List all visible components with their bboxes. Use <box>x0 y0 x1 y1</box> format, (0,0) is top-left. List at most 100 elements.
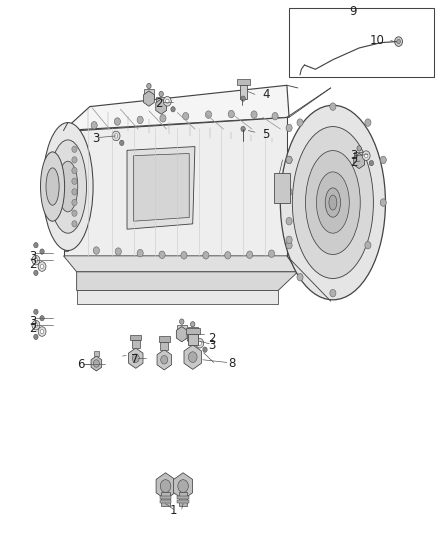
Polygon shape <box>129 348 143 368</box>
Circle shape <box>380 199 386 206</box>
Polygon shape <box>354 154 364 168</box>
Polygon shape <box>64 117 287 256</box>
Circle shape <box>72 157 77 163</box>
Bar <box>144 89 154 99</box>
Circle shape <box>34 243 38 248</box>
Circle shape <box>180 319 184 324</box>
Circle shape <box>40 316 44 321</box>
Circle shape <box>225 252 231 259</box>
Circle shape <box>286 241 292 249</box>
Text: 3: 3 <box>29 316 36 328</box>
Polygon shape <box>64 256 298 272</box>
Circle shape <box>198 341 201 345</box>
Circle shape <box>115 248 121 255</box>
Circle shape <box>203 347 207 352</box>
Circle shape <box>362 151 370 160</box>
Circle shape <box>241 96 245 101</box>
Circle shape <box>286 156 292 164</box>
Bar <box>289 8 434 77</box>
Circle shape <box>72 210 77 216</box>
Circle shape <box>132 354 139 362</box>
Bar <box>354 151 364 161</box>
Circle shape <box>72 146 77 152</box>
Bar <box>94 351 99 356</box>
Ellipse shape <box>293 127 373 279</box>
Bar <box>177 500 189 503</box>
Circle shape <box>114 134 118 138</box>
Polygon shape <box>157 350 171 370</box>
Circle shape <box>161 356 168 364</box>
Circle shape <box>72 221 77 227</box>
Bar <box>237 79 250 85</box>
Circle shape <box>178 480 188 492</box>
Ellipse shape <box>49 140 86 233</box>
Text: 3: 3 <box>29 251 36 263</box>
Circle shape <box>32 320 40 330</box>
Bar <box>179 492 187 506</box>
Ellipse shape <box>329 195 337 210</box>
Ellipse shape <box>42 123 93 251</box>
Text: 8: 8 <box>229 357 236 370</box>
Bar <box>240 85 247 99</box>
Bar <box>188 334 198 345</box>
Circle shape <box>38 327 46 336</box>
Bar <box>160 500 171 503</box>
Polygon shape <box>77 272 298 290</box>
Polygon shape <box>184 345 201 369</box>
Circle shape <box>365 119 371 126</box>
Circle shape <box>166 99 169 103</box>
Ellipse shape <box>316 172 350 233</box>
Circle shape <box>34 334 38 340</box>
Polygon shape <box>177 327 187 342</box>
Text: 10: 10 <box>370 34 385 47</box>
Circle shape <box>160 115 166 122</box>
Bar <box>132 340 140 348</box>
Circle shape <box>297 119 303 126</box>
Circle shape <box>40 249 44 254</box>
Circle shape <box>380 156 386 164</box>
Circle shape <box>191 321 195 327</box>
Circle shape <box>159 251 165 259</box>
Circle shape <box>112 131 120 141</box>
Text: 2: 2 <box>208 332 216 345</box>
Circle shape <box>395 37 403 46</box>
Circle shape <box>297 273 303 281</box>
Circle shape <box>72 178 77 184</box>
Circle shape <box>330 103 336 110</box>
Circle shape <box>137 116 143 124</box>
Circle shape <box>251 111 257 118</box>
Polygon shape <box>77 290 278 304</box>
Circle shape <box>160 480 171 492</box>
Circle shape <box>171 107 175 112</box>
Circle shape <box>137 249 143 257</box>
Circle shape <box>247 251 253 259</box>
Circle shape <box>38 262 46 271</box>
Ellipse shape <box>325 188 341 217</box>
Circle shape <box>188 352 197 362</box>
Ellipse shape <box>280 106 385 300</box>
Bar <box>274 173 290 203</box>
Text: 4: 4 <box>262 88 269 101</box>
Bar <box>177 496 189 499</box>
Circle shape <box>369 160 374 166</box>
Polygon shape <box>173 473 193 499</box>
Circle shape <box>286 156 292 164</box>
Bar <box>156 97 166 107</box>
Polygon shape <box>91 356 102 371</box>
Bar <box>188 327 198 337</box>
Circle shape <box>196 338 204 348</box>
Circle shape <box>93 360 99 367</box>
Circle shape <box>272 112 278 120</box>
Circle shape <box>34 270 38 276</box>
Polygon shape <box>187 329 198 344</box>
Circle shape <box>181 252 187 259</box>
Text: 3: 3 <box>208 339 216 352</box>
Circle shape <box>72 189 77 195</box>
Polygon shape <box>64 85 289 131</box>
Bar <box>130 335 141 340</box>
Polygon shape <box>134 154 189 221</box>
Circle shape <box>365 241 371 249</box>
Circle shape <box>397 39 400 44</box>
Circle shape <box>91 122 97 129</box>
Circle shape <box>228 110 234 118</box>
